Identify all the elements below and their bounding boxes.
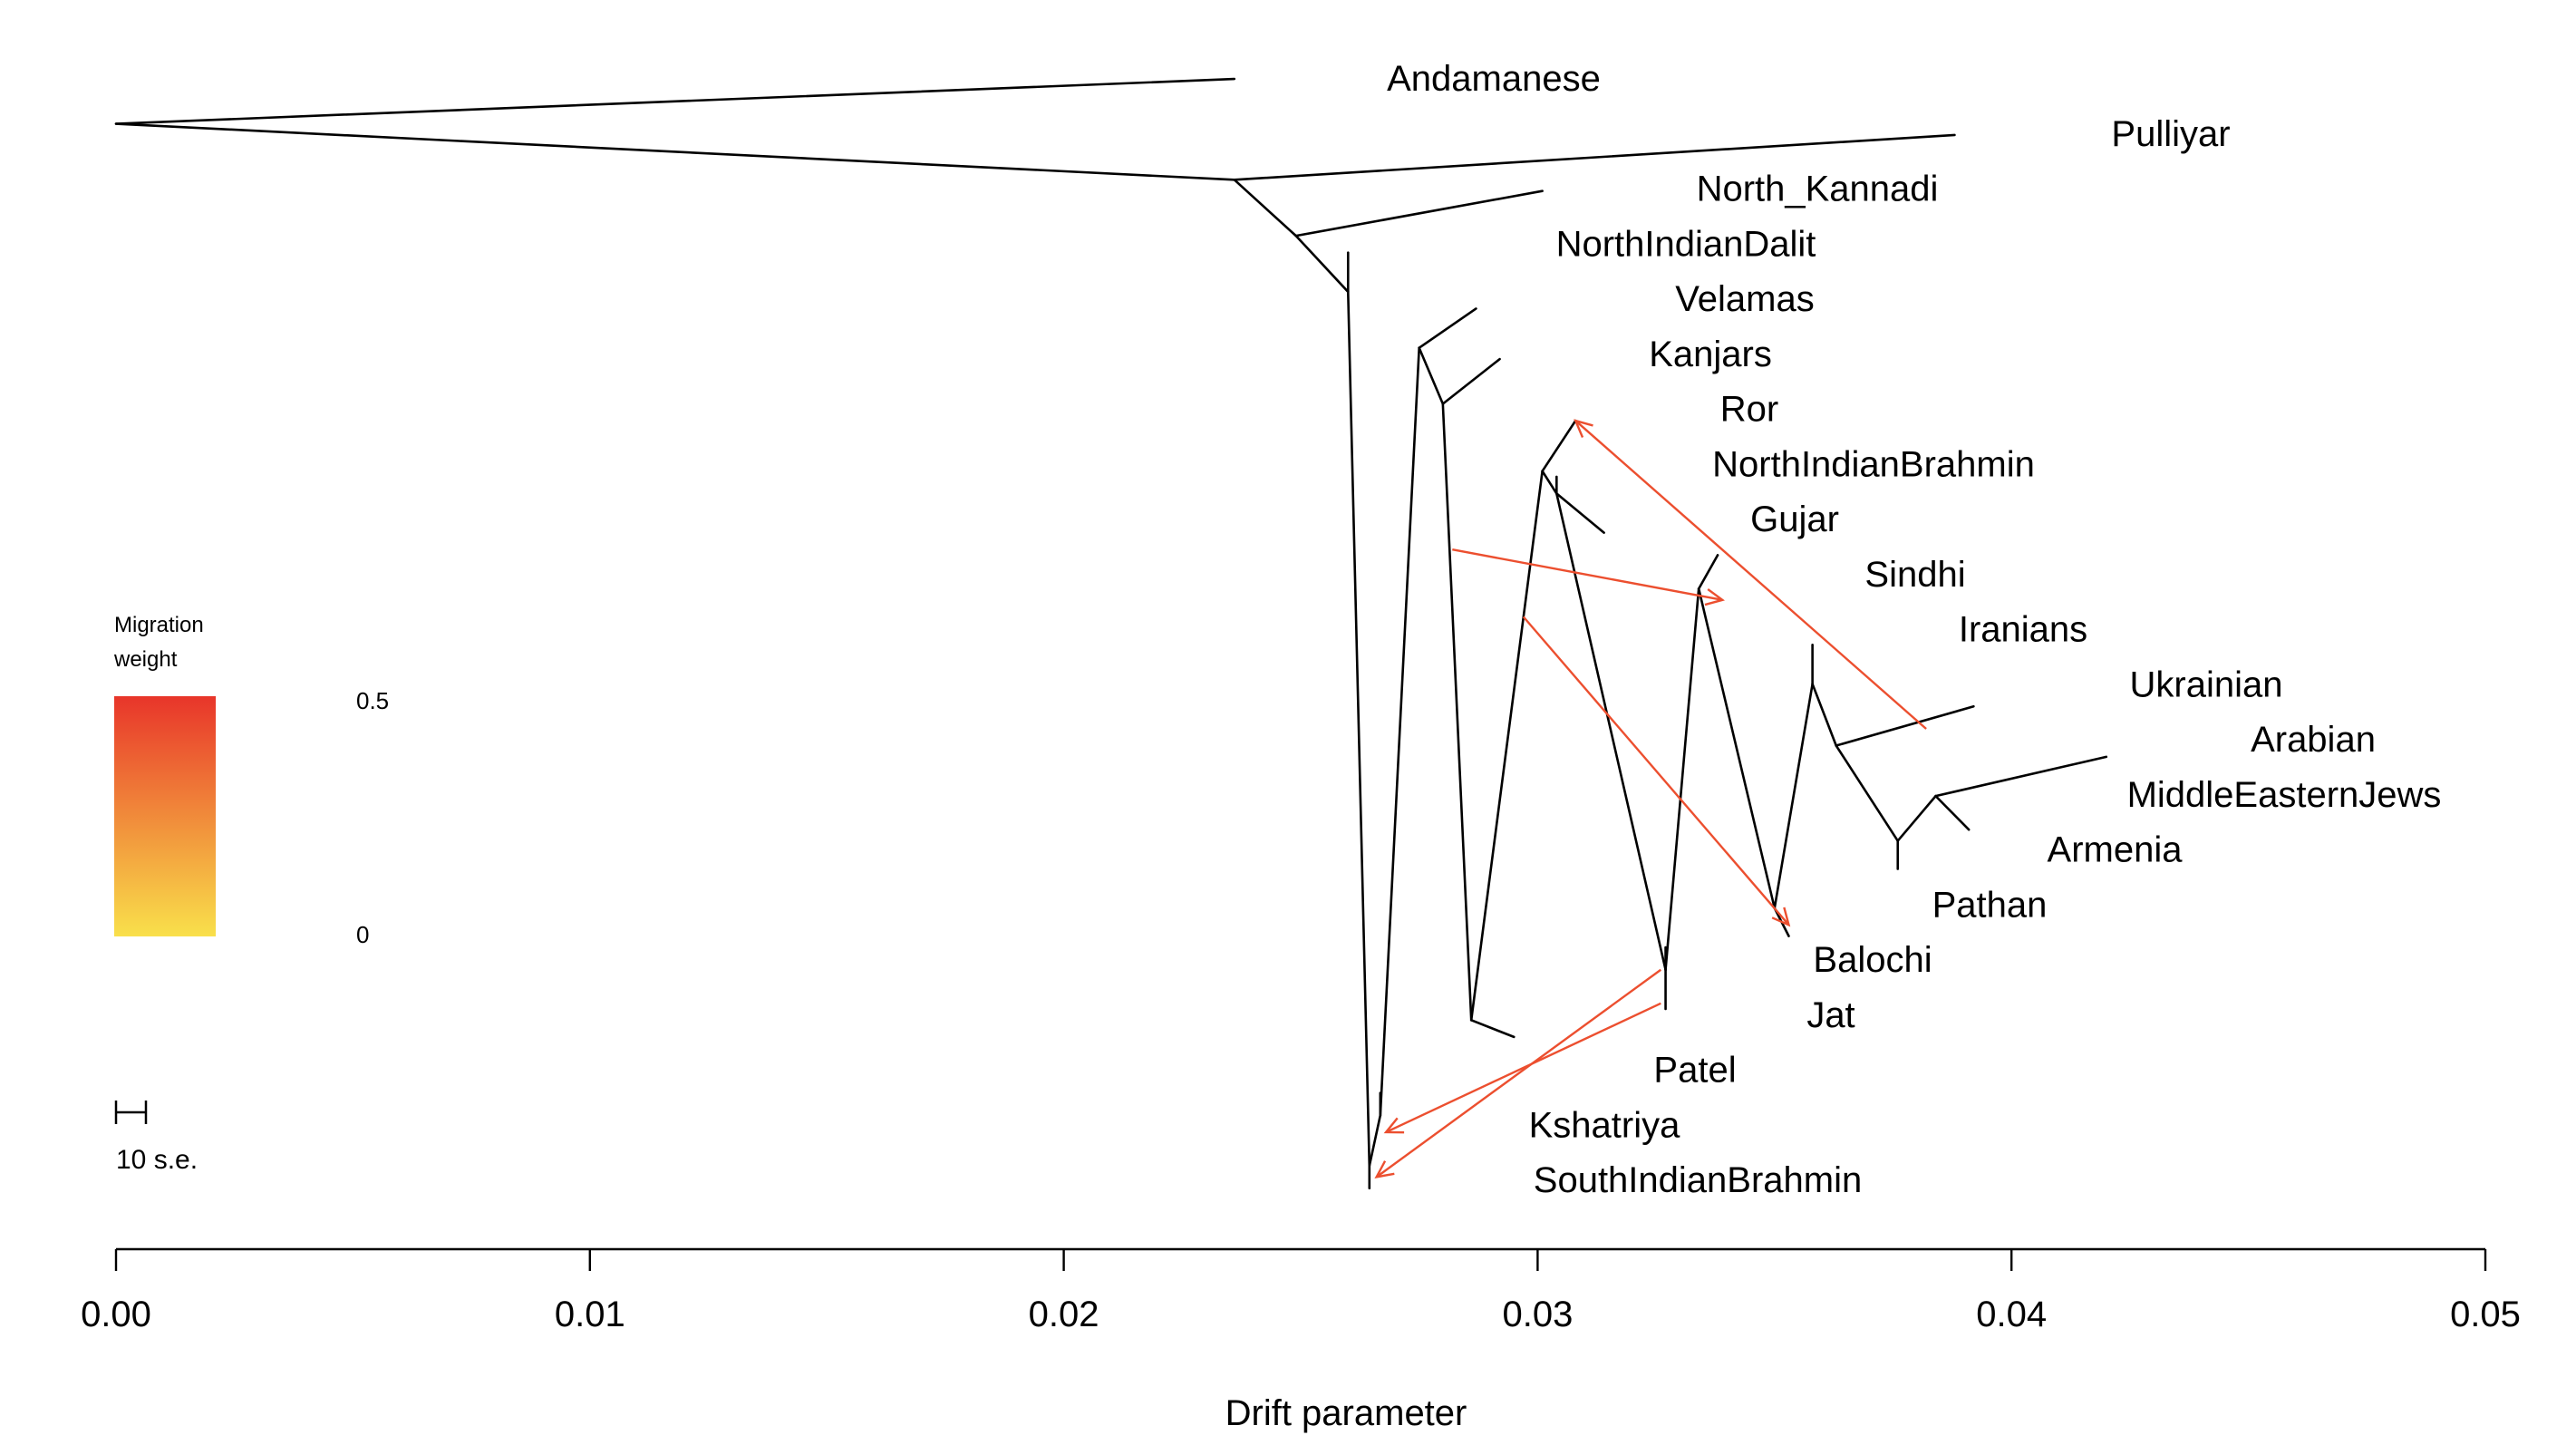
legend-title-line1: Migration	[114, 613, 204, 637]
tree-tips	[114, 77, 2108, 1190]
tip-branch-MiddleEasternJews	[1934, 794, 1971, 831]
tree-edge-n2-n3	[1294, 234, 1350, 294]
tip-label-Kshatriya: Kshatriya	[1529, 1105, 1680, 1145]
legend-max-label: 0.5	[356, 687, 389, 714]
tip-label-Velamas: Velamas	[1675, 279, 1814, 319]
legend-title-line2: weight	[113, 647, 178, 672]
tree-edge-n4-n5	[1368, 1114, 1382, 1168]
tree-edge-n16-n17	[1896, 794, 1937, 842]
migration-arrowhead	[1383, 1117, 1405, 1134]
migration-arrows	[1374, 419, 1927, 1179]
tip-label-Jat: Jat	[1806, 995, 1855, 1035]
tree-edge-n9-n10	[1541, 470, 1558, 495]
x-tick-label-0: 0.00	[81, 1295, 151, 1334]
tree-edge-n8-n9	[1469, 470, 1544, 1022]
migration-arrow-3	[1522, 616, 1791, 927]
tip-branch-Sindhi	[1697, 554, 1719, 590]
migration-arrowhead	[1574, 419, 1593, 438]
tip-branch-Patel	[1469, 1019, 1516, 1039]
tree-edge-n15-n16	[1835, 744, 1900, 842]
tree-edge-n7-n8	[1441, 402, 1473, 1022]
migration-line	[1375, 968, 1662, 1178]
tip-label-Pathan: Pathan	[1932, 885, 2048, 925]
tip-labels: Andamanese Pulliyar North_Kannadi NorthIndi…	[1387, 59, 2441, 1200]
x-axis: 0.00 0.01 0.02 0.03 0.04 0.05	[81, 1247, 2521, 1334]
tip-label-Sindhi: Sindhi	[1864, 555, 1965, 595]
x-tick-label-5: 0.05	[2450, 1295, 2521, 1334]
legend-color-bar	[114, 696, 216, 936]
x-tick-label-4: 0.04	[1976, 1295, 2047, 1334]
migration-arrowhead	[1704, 588, 1726, 606]
tree-edge-n3-n4	[1346, 290, 1371, 1168]
tip-branch-Velamas	[1418, 307, 1477, 350]
x-tick-label-2: 0.02	[1029, 1295, 1099, 1334]
tree-edge-n11-n12	[1664, 587, 1700, 972]
migration-legend: Migration weight 0.5 0	[113, 613, 389, 948]
tip-branch-Ror	[1541, 419, 1577, 473]
tip-label-Patel: Patel	[1653, 1051, 1736, 1091]
migration-arrow-2	[1452, 548, 1726, 606]
migration-arrow-4	[1374, 968, 1662, 1179]
tip-branch-North_Kannadi	[1294, 189, 1544, 238]
tip-label-MiddleEasternJews: MiddleEasternJews	[2127, 775, 2442, 815]
tree-edge-root-n1	[114, 122, 1236, 181]
tip-label-NorthIndianDalit: NorthIndianDalit	[1556, 224, 1816, 264]
tree-edges	[114, 122, 1937, 1168]
migration-line	[1574, 420, 1927, 730]
tip-label-Armenia: Armenia	[2048, 830, 2184, 870]
x-tick-label-3: 0.03	[1502, 1295, 1573, 1334]
migration-line	[1522, 616, 1790, 926]
tip-label-Andamanese: Andamanese	[1387, 59, 1601, 99]
tree-edge-n6-n7	[1418, 346, 1445, 405]
tip-label-Pulliyar: Pulliyar	[2111, 114, 2230, 154]
tip-branch-Gujar	[1555, 492, 1605, 534]
tip-branch-Kanjars	[1441, 357, 1501, 405]
x-tick-label-1: 0.01	[555, 1295, 625, 1334]
tip-label-Ror: Ror	[1720, 390, 1778, 430]
tip-label-Ukrainian: Ukrainian	[2130, 664, 2283, 704]
tip-label-Arabian: Arabian	[2251, 720, 2376, 760]
tip-label-NorthIndianBrahmin: NorthIndianBrahmin	[1712, 444, 2035, 484]
tree-edge-n1-n2	[1233, 179, 1298, 238]
scale-bar-label: 10 s.e.	[116, 1145, 198, 1175]
scale-bar: 10 s.e.	[114, 1101, 198, 1175]
migration-arrowhead	[1374, 1160, 1395, 1179]
migration-arrow-5	[1383, 1002, 1661, 1134]
legend-min-label: 0	[356, 921, 369, 948]
tip-label-North_Kannadi: North_Kannadi	[1697, 170, 1939, 209]
tip-label-Iranians: Iranians	[1959, 610, 2087, 650]
tip-branch-Arabian	[1934, 755, 2108, 798]
migration-line	[1452, 548, 1723, 602]
tip-label-SouthIndianBrahmin: SouthIndianBrahmin	[1534, 1160, 1862, 1200]
tree-edge-n5-n6	[1379, 346, 1420, 1117]
tip-branch-Ukrainian	[1835, 704, 1975, 747]
migration-arrowhead	[1771, 907, 1791, 927]
tree-edge-n10-n11	[1555, 492, 1667, 972]
tree-edge-n12-n13	[1697, 587, 1777, 910]
tip-branch-Pulliyar	[1233, 133, 1956, 181]
tip-label-Gujar: Gujar	[1750, 499, 1839, 539]
migration-line	[1385, 1002, 1661, 1134]
x-axis-title: Drift parameter	[1225, 1393, 1467, 1433]
migration-arrow-1	[1574, 419, 1927, 730]
tip-label-Kanjars: Kanjars	[1649, 335, 1772, 374]
tree-edge-n14-n15	[1811, 683, 1838, 747]
tip-label-Balochi: Balochi	[1813, 940, 1932, 980]
tree-edge-n13-n14	[1773, 683, 1814, 910]
tip-branch-Andamanese	[114, 77, 1236, 125]
